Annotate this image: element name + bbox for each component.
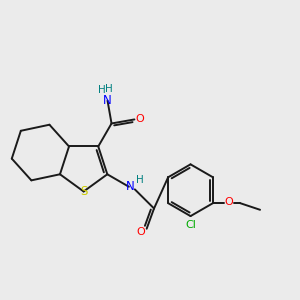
- Text: O: O: [224, 197, 233, 207]
- Text: Cl: Cl: [185, 220, 196, 230]
- Text: O: O: [135, 114, 144, 124]
- Text: H: H: [136, 175, 144, 185]
- Text: H: H: [98, 85, 105, 95]
- Text: O: O: [136, 227, 145, 237]
- Text: S: S: [80, 185, 87, 198]
- Text: N: N: [103, 94, 112, 107]
- Text: N: N: [126, 180, 135, 193]
- Text: H: H: [105, 84, 113, 94]
